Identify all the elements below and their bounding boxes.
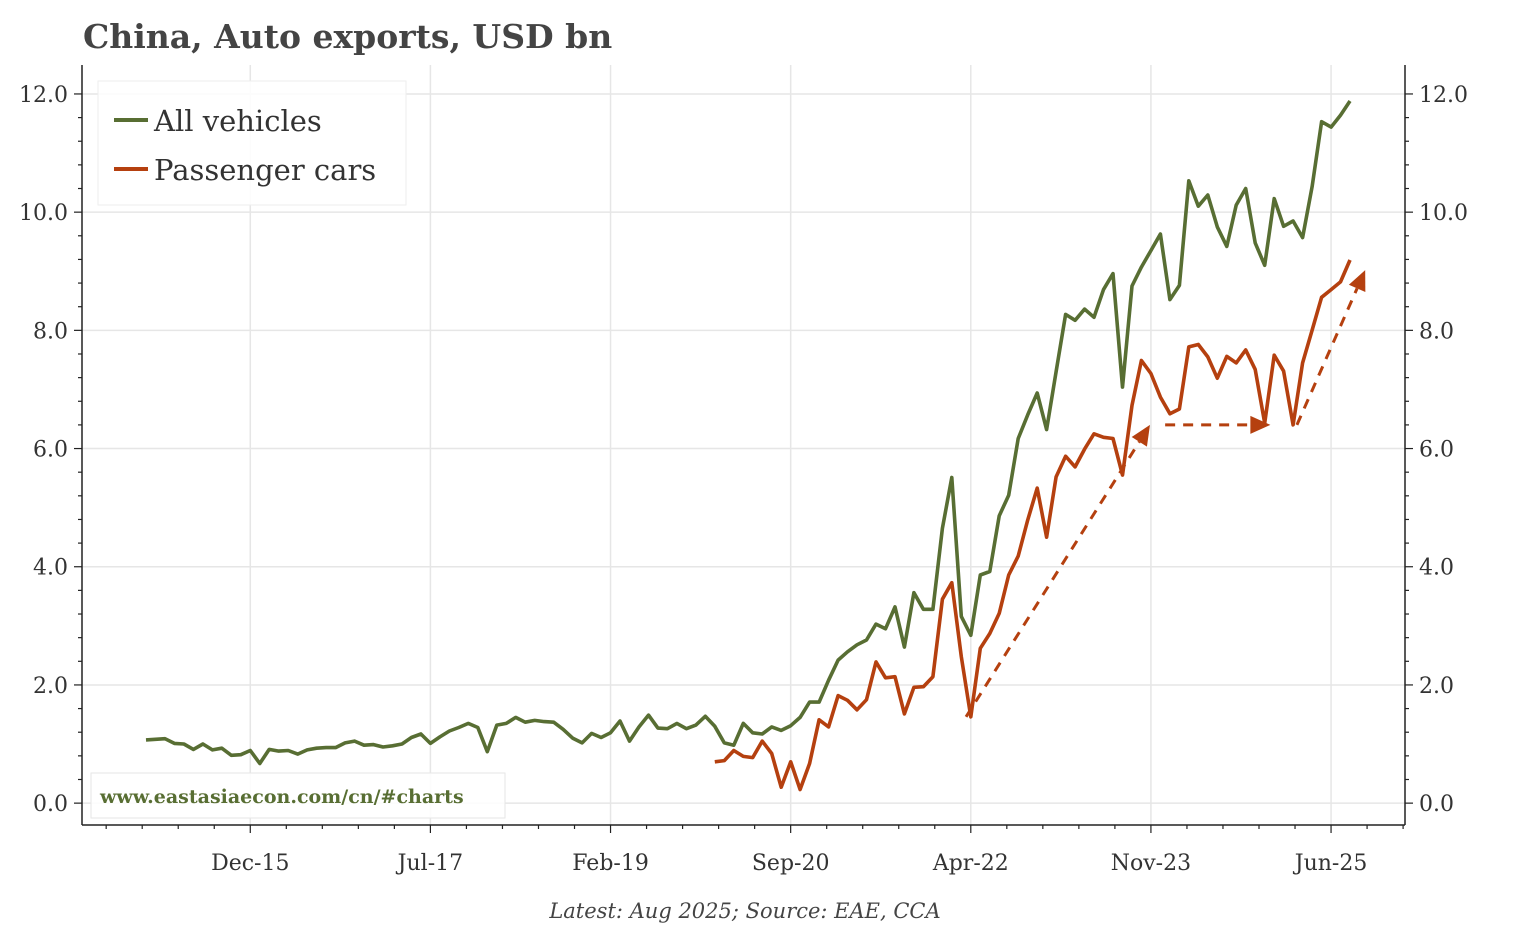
axes: 0.0 0.0 2.0 2.0 4.0 4.0 6.0 6.0 8.0 8.0 10.0 10.0 12…: [19, 65, 1468, 876]
arrowhead-icon: [1131, 424, 1150, 447]
legend-label-passenger-cars: Passenger cars: [154, 153, 376, 187]
series-lines: [145, 99, 1352, 792]
y-tick-label-left: 2.0: [33, 674, 68, 699]
x-tick-label: Jul-17: [396, 851, 463, 876]
watermark-box: [90, 772, 506, 819]
y-tick-label-left: 6.0: [33, 438, 68, 463]
y-tick-label-left: 0.0: [33, 792, 68, 817]
y-tick-label-right: 2.0: [1419, 674, 1454, 699]
annotation-dashed-line: [1295, 287, 1359, 426]
legend-label-all-vehicles: All vehicles: [153, 104, 322, 138]
annotation-dashed-line: [964, 441, 1141, 718]
y-tick-label-right: 12.0: [1419, 83, 1468, 108]
arrowhead-icon: [1250, 415, 1271, 434]
legend-box: [97, 80, 407, 206]
y-tick-label-right: 10.0: [1419, 201, 1468, 226]
chart-title: China, Auto exports, USD bn: [83, 17, 612, 56]
legend: All vehicles Passenger cars: [97, 80, 407, 206]
y-tick-label-right: 6.0: [1419, 438, 1454, 463]
gridlines: [82, 65, 1405, 825]
x-tick-label: Nov-23: [1111, 851, 1191, 876]
arrowhead-icon: [1348, 270, 1366, 293]
x-tick-label: Apr-22: [932, 851, 1009, 876]
series-line-passenger-cars: [714, 259, 1352, 792]
watermark: www.eastasiaecon.com/cn/#charts: [90, 772, 506, 819]
x-tick-label: Feb-19: [572, 851, 649, 876]
y-tick-label-left: 10.0: [19, 201, 68, 226]
series-line-all-vehicles: [145, 99, 1352, 766]
y-tick-label-right: 0.0: [1419, 792, 1454, 817]
watermark-text: www.eastasiaecon.com/cn/#charts: [99, 786, 464, 808]
y-tick-label-left: 8.0: [33, 319, 68, 344]
x-tick-label: Dec-15: [211, 851, 289, 876]
x-tick-label: Jun-25: [1293, 851, 1368, 876]
x-tick-label: Sep-20: [752, 851, 830, 876]
y-tick-label-left: 4.0: [33, 556, 68, 581]
y-tick-label-right: 8.0: [1419, 319, 1454, 344]
y-tick-label-right: 4.0: [1419, 556, 1454, 581]
footer-source: Latest: Aug 2025; Source: EAE, CCA: [548, 899, 940, 923]
y-tick-label-left: 12.0: [19, 83, 68, 108]
annotation-arrows: [964, 270, 1366, 718]
